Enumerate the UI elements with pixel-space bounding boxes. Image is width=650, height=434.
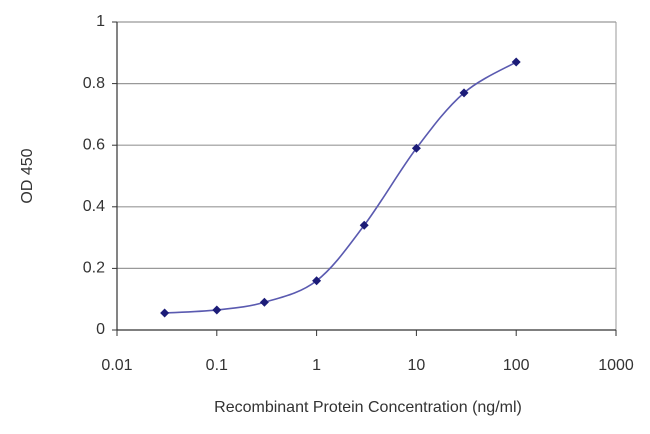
data-point [411, 143, 421, 153]
data-point [312, 276, 322, 286]
y-tick-label: 1 [96, 13, 105, 30]
x-tick-label: 100 [503, 357, 530, 374]
data-point [212, 305, 222, 315]
x-tick-label: 10 [408, 357, 426, 374]
data-point [160, 308, 170, 318]
x-tick-label: 1 [312, 357, 321, 374]
x-tick-label: 1000 [598, 357, 634, 374]
y-tick-label: 0.8 [83, 75, 105, 92]
data-point [511, 57, 521, 67]
y-tick-label: 0.4 [83, 198, 105, 215]
y-tick-label: 0.2 [83, 260, 105, 277]
x-tick-label: 0.01 [101, 357, 132, 374]
y-axis-label: OD 450 [19, 148, 36, 203]
y-tick-label: 0.6 [83, 136, 105, 153]
data-point [459, 88, 469, 98]
data-point [359, 220, 369, 230]
y-tick-label: 0 [96, 321, 105, 338]
curve [164, 61, 517, 314]
x-tick-label: 0.1 [206, 357, 228, 374]
x-axis-label: Recombinant Protein Concentration (ng/ml… [214, 399, 522, 416]
data-point [259, 297, 269, 307]
